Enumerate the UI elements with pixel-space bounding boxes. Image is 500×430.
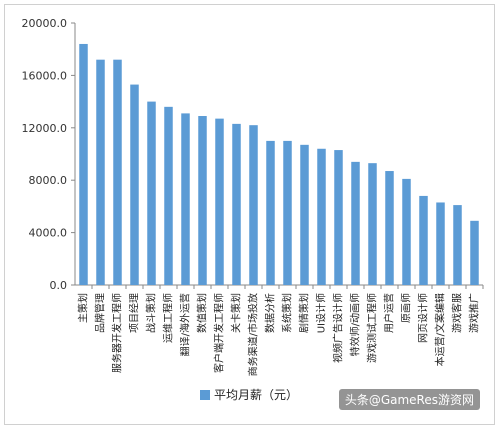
bar-chart: 0.0 4000.0 8000.0 12000.0 16000.0 20000.0 主策划…: [22, 17, 484, 402]
legend-label: 平均月薪（元）: [214, 388, 298, 402]
bar: [215, 118, 224, 285]
y-tick-label: 8000.0: [29, 174, 68, 187]
x-tick-label: UI设计师: [315, 293, 328, 333]
bar: [334, 150, 343, 285]
x-tick-label: 项目经理: [128, 293, 141, 333]
x-tick-label: 特效师/动画师: [349, 293, 362, 356]
bar: [96, 59, 105, 286]
x-tick-label: 数据分析: [264, 293, 277, 333]
x-tick-label: 游戏推广: [468, 293, 481, 333]
bar: [113, 59, 122, 286]
x-tick-label: 商务渠道/市场投放: [247, 293, 260, 376]
x-tick-label: 原画师: [400, 293, 413, 323]
x-tick-label: 系统策划: [281, 293, 294, 333]
x-tick-label: 品牌管理: [94, 293, 107, 333]
bar: [453, 205, 462, 285]
bar: [266, 140, 275, 285]
bar: [249, 125, 258, 286]
bars: [79, 43, 479, 286]
x-tick-label: 视频广告设计师: [332, 293, 345, 363]
bar: [419, 195, 428, 285]
x-tick-label: 本运营/文案编辑: [434, 293, 447, 366]
axes: [71, 22, 484, 289]
x-tick-label: 战斗策划: [145, 293, 158, 333]
bar: [147, 101, 156, 285]
bar: [283, 140, 292, 285]
x-tick-label: 服务器开发工程师: [111, 293, 124, 373]
x-tick-label: 剧情策划: [298, 293, 311, 333]
bar: [368, 163, 377, 285]
bar: [470, 220, 479, 285]
x-tick-label: 游戏测试工程师: [366, 293, 379, 363]
x-tick-label: 用户运营: [383, 293, 396, 333]
bar: [164, 106, 173, 285]
bar: [317, 148, 326, 285]
y-tick-labels: 0.0 4000.0 8000.0 12000.0 16000.0 20000.0: [22, 17, 68, 292]
bar: [79, 43, 88, 286]
x-tick-label: 客户端开发工程师: [213, 293, 226, 373]
x-tick-labels: 主策划 品牌管理 服务器开发工程师 项目经理 战斗策划 运维工程师 翻译/海外运营 数值策划客…: [77, 293, 481, 376]
y-tick-label: 12000.0: [22, 122, 68, 135]
x-tick-label: 数值策划: [196, 293, 209, 333]
bar: [130, 84, 139, 285]
bar: [351, 161, 360, 285]
x-tick-label: 主策划: [77, 293, 90, 323]
x-tick-label: 关卡策划: [230, 293, 243, 333]
bar: [385, 171, 394, 285]
chart-frame: 0.0 4000.0 8000.0 12000.0 16000.0 20000.0 主策划…: [4, 4, 495, 425]
bar: [300, 144, 309, 285]
x-tick-label: 网页设计师: [417, 293, 430, 343]
watermark: 头条@GameRes游资网: [338, 389, 480, 410]
y-tick-label: 16000.0: [22, 69, 68, 82]
bar: [198, 116, 207, 285]
x-tick-label: 游戏客服: [451, 293, 464, 333]
x-tick-label: 运维工程师: [162, 293, 175, 343]
y-tick-label: 4000.0: [29, 227, 68, 240]
bar: [402, 178, 411, 285]
legend-swatch: [200, 390, 210, 400]
bar: [232, 123, 241, 286]
bar: [181, 113, 190, 285]
x-tick-label: 翻译/海外运营: [179, 293, 192, 356]
y-tick-label: 0.0: [50, 279, 68, 292]
bar: [436, 202, 445, 285]
legend: 平均月薪（元）: [200, 388, 298, 402]
y-tick-label: 20000.0: [22, 17, 68, 30]
